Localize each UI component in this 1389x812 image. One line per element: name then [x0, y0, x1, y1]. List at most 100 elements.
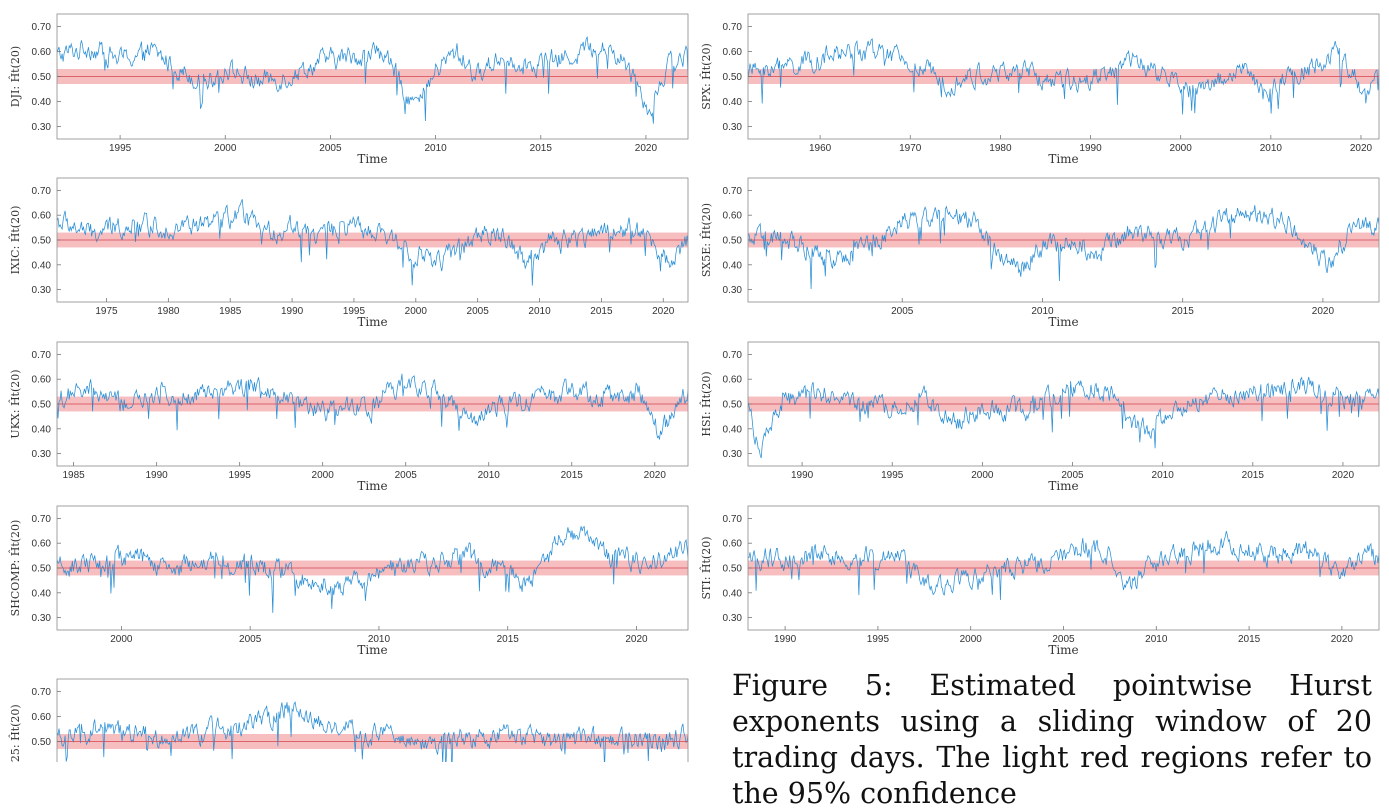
ixic-xtick-label: 2000 — [405, 306, 428, 317]
ukx-xlabel: Time — [357, 479, 387, 493]
dji-xlabel: Time — [357, 152, 387, 166]
ixic-xtick-label: 2010 — [528, 306, 551, 317]
shcomp-ytick-label: 0.40 — [32, 588, 52, 599]
spx-xtick-label: 1990 — [1079, 143, 1102, 154]
ixic-xlabel: Time — [357, 315, 387, 329]
sti-panel: 0.30 0.40 0.50 0.60 0.70 1990 1995 2000 2005 2010… — [699, 505, 1380, 657]
sx5e-xtick-label: 2015 — [1172, 306, 1195, 317]
spx-ytick-label: 0.60 — [723, 47, 743, 58]
ukx-xtick-label: 1990 — [146, 470, 169, 481]
spx-xtick-label: 1960 — [809, 143, 832, 154]
shcomp-xtick-label: 2015 — [497, 634, 520, 645]
sti-xtick-label: 2010 — [1145, 634, 1168, 645]
sx5e-ylabel: SX5E: Ĥt(20) — [699, 203, 713, 277]
shcomp-xtick-label: 2020 — [625, 634, 648, 645]
hsi-ytick-label: 0.40 — [723, 424, 743, 435]
nky-ytick-label: 0.70 — [32, 687, 52, 698]
spx-xtick-label: 2020 — [1350, 143, 1373, 154]
dji-xtick-label: 2005 — [319, 143, 342, 154]
shcomp-ytick-label: 0.30 — [32, 613, 52, 624]
dji-hurst-series — [57, 36, 688, 124]
shcomp-xtick-label: 2010 — [368, 634, 391, 645]
sx5e-xtick-label: 2005 — [891, 306, 914, 317]
nky-axes-frame — [56, 678, 689, 805]
sti-ylabel: STI: Ĥt(20) — [699, 536, 713, 599]
ixic-xtick-label: 1995 — [343, 306, 366, 317]
dji-panel: 0.30 0.40 0.50 0.60 0.70 1995 2000 2005 2010 2015… — [8, 13, 689, 166]
dji-ytick-label: 0.70 — [32, 22, 52, 33]
sti-xtick-label: 2005 — [1052, 634, 1075, 645]
sti-ytick-label: 0.70 — [723, 514, 743, 525]
ukx-xtick-label: 2020 — [644, 470, 667, 481]
dji-ytick-label: 0.40 — [32, 97, 52, 108]
sti-ytick-label: 0.60 — [723, 539, 743, 550]
ukx-ytick-label: 0.30 — [32, 449, 52, 460]
ixic-panel: 0.30 0.40 0.50 0.60 0.70 1975 1980 1985 1990 1995… — [8, 177, 689, 329]
hsi-ytick-label: 0.50 — [723, 400, 743, 411]
spx-ylabel: SPX: Ĥt(20) — [699, 43, 713, 110]
hsi-xtick-label: 2010 — [1152, 470, 1175, 481]
spx-panel: 0.30 0.40 0.50 0.60 0.70 1960 1970 1980 1990 2000… — [699, 13, 1380, 166]
ixic-xtick-label: 1990 — [281, 306, 304, 317]
ukx-xtick-label: 2005 — [395, 470, 418, 481]
dji-ytick-label: 0.60 — [32, 47, 52, 58]
hsi-xlabel: Time — [1048, 479, 1078, 493]
dji-xtick-label: 1995 — [109, 143, 132, 154]
ixic-ylabel: IXIC: Ĥt(20) — [8, 206, 22, 275]
sx5e-xtick-label: 2020 — [1312, 306, 1335, 317]
hsi-panel: 0.30 0.40 0.50 0.60 0.70 1990 1995 2000 2005 2010… — [699, 341, 1380, 493]
ukx-panel: 0.30 0.40 0.50 0.60 0.70 1985 1990 1995 2000 2005… — [8, 341, 689, 493]
ukx-xtick-label: 2015 — [561, 470, 584, 481]
ukx-ytick-label: 0.70 — [32, 350, 52, 361]
nky-hurst-series — [57, 701, 688, 772]
sx5e-xtick-label: 2010 — [1031, 306, 1054, 317]
ixic-xtick-label: 1980 — [157, 306, 180, 317]
ukx-ylabel: UKX: Ĥt(20) — [8, 369, 22, 438]
nky-ytick-label: 0.50 — [32, 737, 52, 748]
nky-ylabel: N225: Ĥt(20) — [8, 704, 22, 762]
sx5e-ytick-label: 0.40 — [723, 260, 743, 271]
dji-xtick-label: 2015 — [530, 143, 553, 154]
hsi-xtick-label: 2015 — [1242, 470, 1265, 481]
spx-ytick-label: 0.30 — [723, 122, 743, 133]
ukx-ytick-label: 0.60 — [32, 375, 52, 386]
sx5e-hurst-series — [748, 205, 1379, 290]
spx-xlabel: Time — [1048, 152, 1078, 166]
hsi-xtick-label: 2000 — [971, 470, 994, 481]
hsi-xtick-label: 1995 — [881, 470, 904, 481]
ixic-ytick-label: 0.70 — [32, 186, 52, 197]
shcomp-xtick-label: 2000 — [110, 634, 133, 645]
spx-xtick-label: 1970 — [899, 143, 922, 154]
hsi-ytick-label: 0.60 — [723, 375, 743, 386]
ukx-xtick-label: 2010 — [478, 470, 501, 481]
sti-xtick-label: 1990 — [774, 634, 797, 645]
ixic-xtick-label: 2015 — [590, 306, 613, 317]
ixic-xtick-label: 2020 — [652, 306, 675, 317]
shcomp-ytick-label: 0.50 — [32, 564, 52, 575]
nky-panel: 0.50 0.60 0.70 N225: Ĥt(20) — [8, 678, 689, 805]
shcomp-ytick-label: 0.70 — [32, 514, 52, 525]
sx5e-ytick-label: 0.60 — [723, 211, 743, 222]
dji-ylabel: DJI: Ĥt(20) — [8, 46, 22, 107]
sx5e-ytick-label: 0.70 — [723, 186, 743, 197]
ixic-xtick-label: 1985 — [219, 306, 242, 317]
hurst-exponent-figure: 0.30 0.40 0.50 0.60 0.70 1995 2000 2005 2010 2015… — [8, 13, 1380, 805]
ixic-ytick-label: 0.40 — [32, 260, 52, 271]
spx-xtick-label: 1980 — [989, 143, 1012, 154]
sti-xtick-label: 1995 — [867, 634, 890, 645]
ixic-ytick-label: 0.50 — [32, 236, 52, 247]
dji-xtick-label: 2010 — [424, 143, 447, 154]
ukx-xtick-label: 2000 — [312, 470, 335, 481]
sti-xtick-label: 2015 — [1238, 634, 1261, 645]
spx-ytick-label: 0.70 — [723, 22, 743, 33]
sti-xtick-label: 2000 — [960, 634, 983, 645]
ukx-xtick-label: 1995 — [229, 470, 252, 481]
ixic-hurst-series — [57, 199, 688, 286]
dji-ytick-label: 0.30 — [32, 122, 52, 133]
shcomp-ylabel: SHCOMP: Ĥt(20) — [8, 520, 22, 617]
shcomp-hurst-series — [57, 525, 688, 613]
figure: 0.30 0.40 0.50 0.60 0.70 1995 2000 2005 2010 2015… — [8, 13, 1380, 810]
dji-xtick-label: 2020 — [635, 143, 658, 154]
ixic-xtick-label: 1975 — [95, 306, 118, 317]
ukx-ytick-label: 0.50 — [32, 400, 52, 411]
